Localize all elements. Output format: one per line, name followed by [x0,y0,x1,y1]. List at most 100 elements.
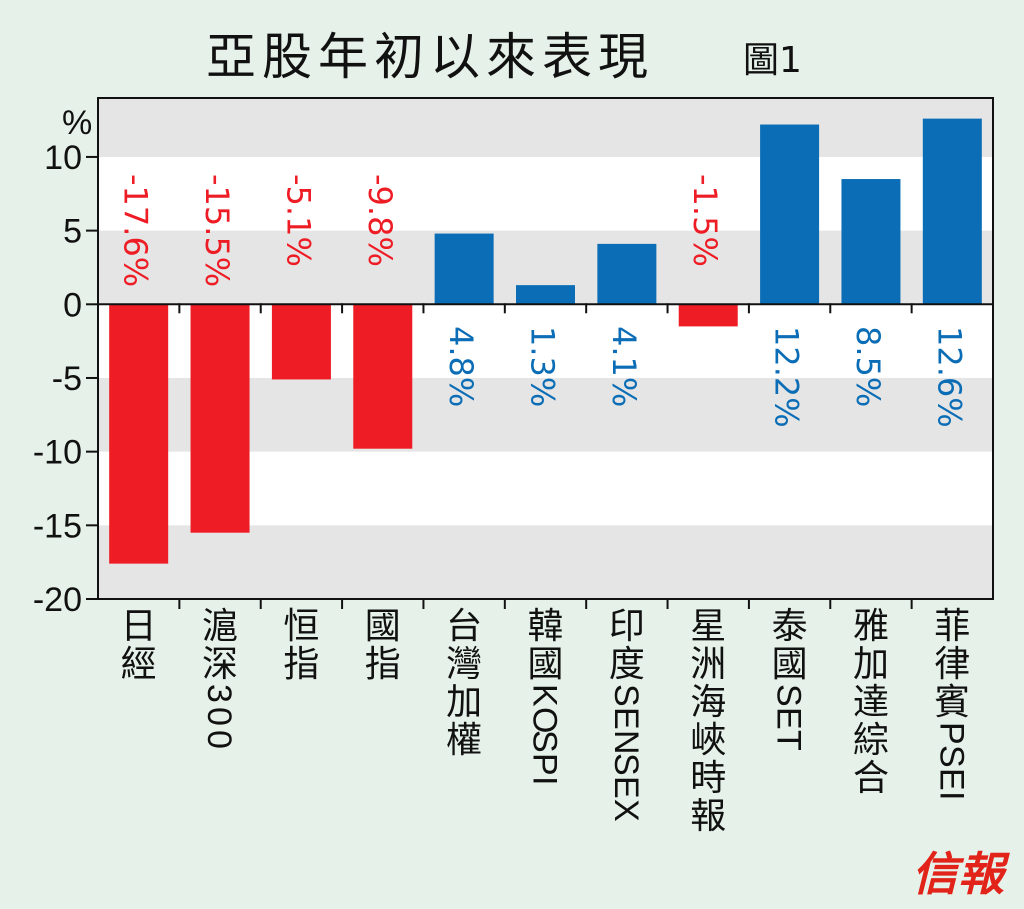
svg-text:權: 權 [446,720,482,761]
svg-text:X: X [607,799,645,822]
value-label: -9.8% [361,174,399,267]
bar [597,243,657,305]
svg-text:3: 3 [200,684,238,703]
bar [109,304,169,564]
y-tick-label: -10 [33,434,82,472]
svg-text:K: K [526,684,564,707]
bar [434,233,494,305]
svg-text:E: E [607,776,645,799]
bar [841,179,901,305]
svg-text:S: S [607,753,645,776]
bar [190,304,250,533]
svg-text:滬: 滬 [202,606,238,647]
svg-text:E: E [932,768,970,791]
y-tick-label: 10 [44,139,82,177]
value-label: 8.5% [849,326,887,407]
svg-text:國: 國 [365,606,401,647]
value-label: 4.8% [442,326,480,407]
y-axis-unit: % [62,104,92,142]
svg-text:峽: 峽 [690,720,726,761]
bar [516,285,575,305]
svg-text:0: 0 [200,707,238,726]
svg-text:國: 國 [527,644,563,685]
value-label: 12.2% [768,326,806,428]
svg-text:綜: 綜 [853,720,889,761]
svg-text:菲: 菲 [934,606,970,647]
grid-band [98,525,993,599]
svg-text:律: 律 [934,644,970,685]
value-label: -15.5% [198,174,236,287]
chart-title: 亞股年初以來表現 [206,28,654,86]
xinbao-logo: 信報 [912,847,1010,901]
svg-text:S: S [526,730,564,753]
svg-text:P: P [932,722,970,745]
y-axis-ticks: 10 5 0 -5 -10 -15 -20 [33,139,98,619]
svg-text:S: S [607,684,645,707]
bar [271,304,331,380]
chart-subtitle: 圖1 [743,40,802,81]
y-tick-label: 0 [63,286,82,324]
svg-text:海: 海 [690,682,726,723]
svg-text:日: 日 [121,606,157,647]
x-category-label: 恒指 [283,606,319,685]
svg-text:I: I [932,791,970,800]
value-label: 12.6% [930,326,968,428]
svg-text:度: 度 [609,644,645,685]
svg-text:S: S [770,684,808,707]
svg-text:T: T [770,730,808,751]
y-tick-label: 5 [63,213,82,251]
svg-text:0: 0 [200,730,238,749]
svg-text:印: 印 [609,606,645,647]
bar [678,304,738,327]
value-label: -17.6% [117,174,155,287]
svg-text:報: 報 [690,796,726,837]
svg-text:加: 加 [446,682,482,723]
svg-text:泰: 泰 [772,606,808,647]
svg-text:O: O [526,707,564,733]
y-tick-label: -5 [52,360,82,398]
svg-text:深: 深 [202,644,238,685]
svg-text:S: S [932,745,970,768]
x-category-label: 滬深3 0 0 [200,606,238,749]
svg-text:P: P [526,753,564,776]
y-tick-label: -20 [33,581,82,619]
svg-text:恒: 恒 [283,606,319,647]
svg-text:時: 時 [690,758,726,799]
svg-text:指: 指 [365,644,401,685]
plot-frame [97,97,994,600]
svg-text:加: 加 [853,644,889,685]
value-label: -5.1% [279,174,317,267]
bar [922,118,982,305]
svg-text:E: E [607,707,645,730]
svg-text:國: 國 [772,644,808,685]
svg-text:I: I [526,776,564,785]
x-category-label: 日經 [121,606,157,685]
svg-text:台: 台 [446,606,482,647]
bar [353,304,413,449]
value-label: 1.3% [524,326,562,407]
svg-text:指: 指 [283,644,319,685]
svg-text:洲: 洲 [690,644,726,685]
svg-text:星: 星 [690,606,726,647]
x-axis-labels: 日經滬深300恒指國指台灣加權韓國KOSPI印度SENSEX星洲海峽時報泰國SE… [121,606,971,837]
x-category-label: 國指 [365,606,401,685]
value-label: 4.1% [605,326,643,407]
grid-band [98,98,993,157]
svg-text:合: 合 [853,758,889,799]
plot-area: -17.6% -15.5% -5.1% -9.8% 4.8% 1.3% 4.1% -1.5% 1… [97,97,994,609]
svg-text:達: 達 [853,682,889,723]
svg-text:雅: 雅 [853,606,889,647]
svg-text:經: 經 [121,644,157,685]
value-label: -1.5% [686,174,724,267]
bar [760,124,820,305]
svg-text:賓: 賓 [934,682,970,723]
svg-text:E: E [770,707,808,730]
svg-text:灣: 灣 [446,644,482,685]
